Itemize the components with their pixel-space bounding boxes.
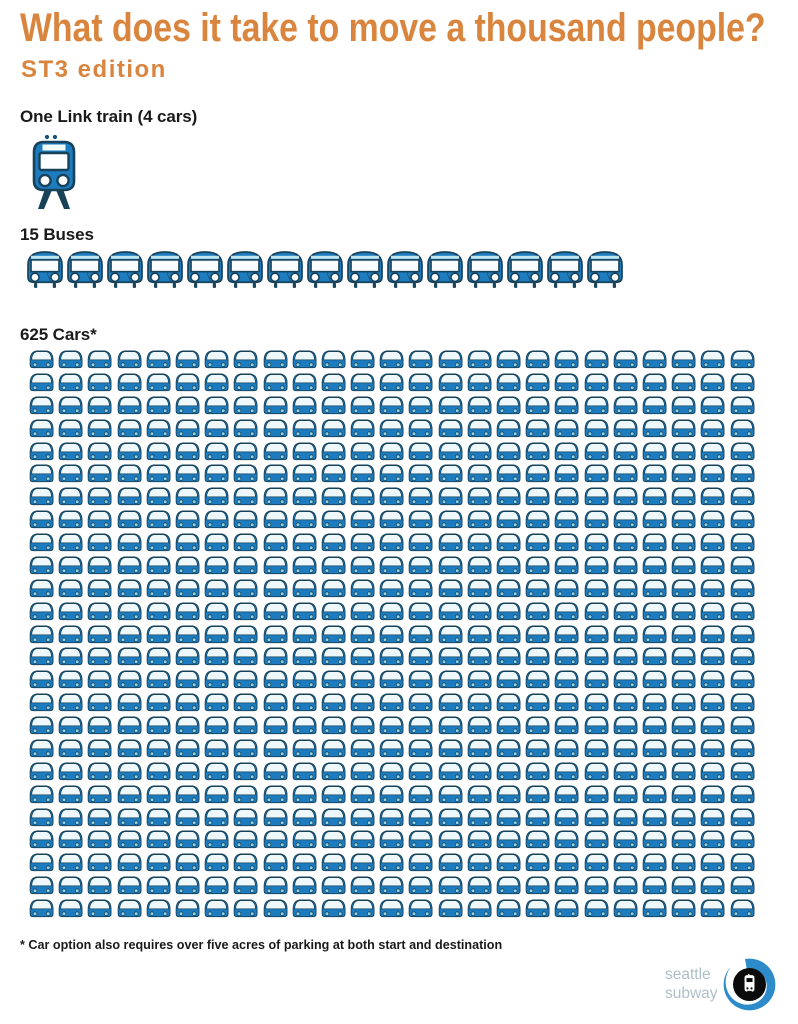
svg-text:seattle: seattle xyxy=(665,966,711,983)
svg-text:subway: subway xyxy=(665,985,718,1002)
